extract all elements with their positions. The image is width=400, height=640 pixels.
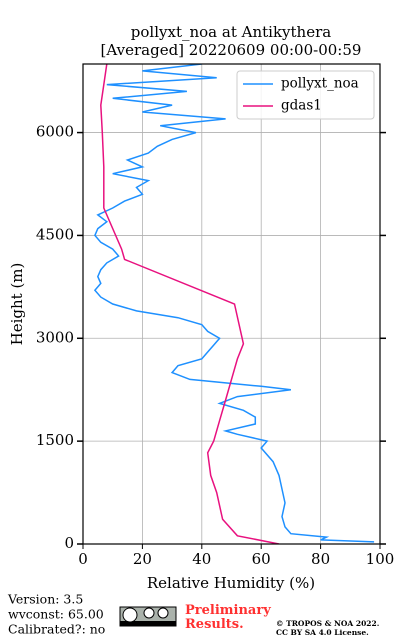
x-tick-label: 40: [192, 550, 211, 568]
y-axis-label: Height (m): [8, 263, 26, 346]
y-tick-label: 0: [64, 534, 74, 552]
cc-icon: [119, 606, 177, 627]
copyright: © TROPOS & NOA 2022.: [276, 619, 379, 628]
data-line: [93, 64, 375, 543]
legend-box: [236, 70, 375, 120]
x-tick-label: 80: [311, 550, 330, 568]
version: Version: 3.5: [7, 592, 83, 607]
wvconst: wvconst: 65.00: [8, 607, 104, 622]
plot-frame: [82, 63, 381, 545]
chart-subtitle: [Averaged] 20220609 00:00-00:59: [101, 41, 362, 59]
y-tick-label: 6000: [36, 123, 74, 141]
x-tick-label: 0: [78, 550, 88, 568]
calibrated: Calibrated?: no: [8, 622, 105, 637]
y-tick-label: 3000: [36, 328, 74, 346]
legend-label: pollyxt_noa: [281, 76, 359, 92]
x-tick-label: 60: [252, 550, 271, 568]
x-tick-label: 100: [366, 550, 395, 568]
x-axis-label: Relative Humidity (%): [147, 574, 315, 592]
license: CC BY SA 4.0 License.: [276, 628, 369, 637]
legend-label: gdas1: [281, 98, 322, 114]
x-tick-label: 20: [133, 550, 152, 568]
data-line: [100, 64, 280, 544]
status: Preliminary Results.: [185, 603, 271, 632]
y-tick-label: 4500: [36, 225, 74, 243]
y-tick-label: 1500: [36, 431, 74, 449]
chart-title: pollyxt_noa at Antikythera: [131, 23, 331, 41]
